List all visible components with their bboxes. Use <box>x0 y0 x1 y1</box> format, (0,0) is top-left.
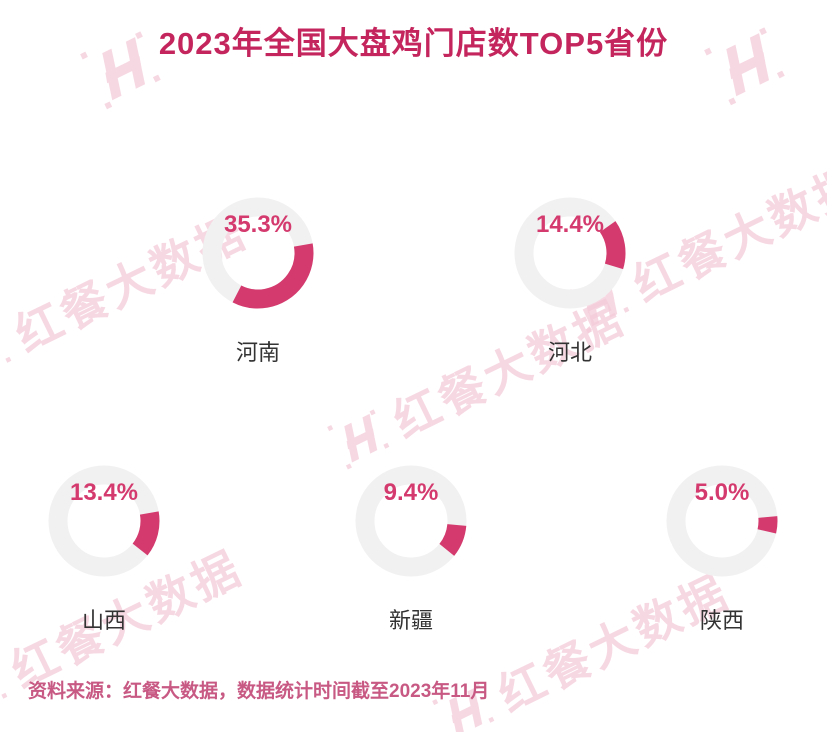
province-label: 河北 <box>547 340 592 365</box>
watermark-text: 红餐大数据 <box>625 155 827 312</box>
percent-label: 14.4% <box>535 211 605 238</box>
donut-ring <box>666 465 778 577</box>
province-label: 陕西 <box>699 608 744 633</box>
hongcan-logo-icon <box>5 356 12 363</box>
donut-chart-xinjiang: 9.4% 新疆 <box>331 465 491 635</box>
province-label: 河南 <box>235 340 280 365</box>
percent-label: 35.3% <box>223 211 293 238</box>
donut-wrap: 9.4% <box>355 465 467 577</box>
page-title: 2023年全国大盘鸡门店数TOP5省份 <box>158 26 669 61</box>
donut-ring <box>48 465 160 577</box>
donut-ring <box>202 197 314 309</box>
donut-ring <box>514 197 626 309</box>
donut-chart-shanxi: 13.4% 山西 <box>24 465 184 635</box>
source-note: 资料来源：红餐大数据，数据统计时间截至2023年11月 <box>28 681 490 702</box>
donut-wrap: 14.4% <box>514 197 626 309</box>
donut-ring <box>355 465 467 577</box>
hongcan-logo-icon <box>1 692 8 699</box>
donut-chart-hebei: 14.4% 河北 <box>490 197 650 367</box>
province-label: 新疆 <box>388 608 433 633</box>
donut-wrap: 5.0% <box>666 465 778 577</box>
province-label: 山西 <box>81 608 126 633</box>
donut-wrap: 35.3% <box>202 197 314 309</box>
hongcan-logo-icon <box>327 409 390 470</box>
donut-chart-shaanxi: 5.0% 陕西 <box>642 465 802 635</box>
donut-chart-henan: 35.3% 河南 <box>178 197 338 367</box>
percent-label: 13.4% <box>69 479 139 506</box>
percent-label: 5.0% <box>694 479 750 506</box>
donut-wrap: 13.4% <box>48 465 160 577</box>
percent-label: 9.4% <box>383 479 439 506</box>
